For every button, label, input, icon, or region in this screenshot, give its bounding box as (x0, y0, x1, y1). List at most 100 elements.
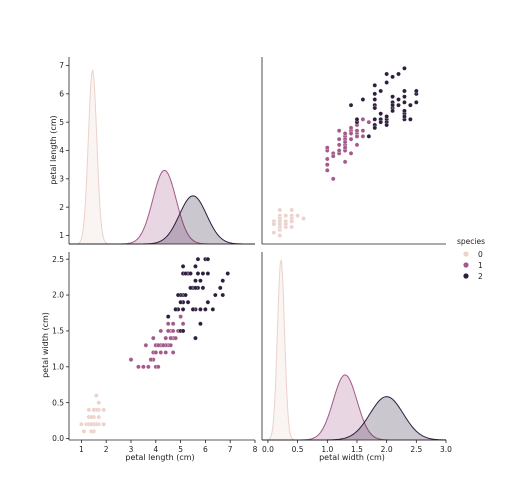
y-tick-label: 1 (59, 231, 64, 240)
legend-marker-0 (463, 251, 469, 257)
x-tick-label: 6 (203, 445, 208, 454)
scatter-point-species-0 (94, 393, 99, 398)
scatter-point-species-2 (414, 100, 419, 105)
kde-area-species-2 (69, 195, 255, 244)
scatter-point-species-2 (372, 117, 378, 122)
scatter-point-species-2 (213, 292, 218, 298)
kde-area-species-1 (262, 374, 446, 440)
scatter-point-species-2 (180, 307, 186, 312)
x-tick-label: 2.0 (381, 445, 393, 454)
scatter-point-species-1 (348, 131, 354, 136)
scatter-point-species-2 (200, 285, 206, 291)
kde-area-species-2 (262, 396, 446, 440)
scatter-point-species-0 (81, 429, 87, 434)
scatter-point-species-1 (325, 145, 330, 150)
scatter-point-species-1 (360, 128, 366, 133)
scatter-point-species-2 (384, 122, 389, 128)
scatter-point-species-2 (183, 271, 188, 276)
scatter-point-species-2 (402, 88, 407, 94)
scatter-point-species-1 (354, 142, 360, 148)
scatter-point-species-1 (325, 168, 330, 173)
legend-label-2: 2 (478, 272, 483, 281)
scatter-point-species-1 (156, 343, 161, 348)
scatter-point-species-0 (89, 421, 94, 427)
axis-labels: petal length (cm) petal width (cm) petal… (41, 115, 385, 462)
scatter-point-species-0 (271, 221, 277, 227)
scatter-point-species-2 (396, 97, 401, 102)
scatter-point-species-2 (402, 66, 407, 71)
scatter-point-species-2 (188, 285, 193, 291)
legend-title: species (457, 237, 485, 246)
y-tick-label: 3 (59, 174, 64, 183)
scatter-point-species-2 (372, 91, 378, 97)
scatter-point-species-1 (151, 335, 156, 341)
x-tick-label: 5 (178, 445, 183, 454)
scatter-point-species-2 (390, 94, 395, 99)
scatter-point-species-2 (402, 94, 407, 99)
scatter-point-species-1 (348, 136, 354, 142)
x-tick-label: 1.5 (351, 445, 363, 454)
scatter-point-species-1 (158, 350, 164, 355)
scatter-point-species-2 (218, 285, 223, 291)
scatter-point-species-2 (372, 83, 378, 88)
scatter-point-species-2 (220, 292, 226, 298)
scatter-point-species-1 (336, 142, 342, 148)
scatter-point-species-2 (185, 299, 191, 305)
scatter-point-species-1 (342, 145, 348, 150)
y-tick-label: 2.0 (52, 291, 64, 300)
scatter-point-species-2 (372, 105, 378, 111)
panel-kde-petal-width: 0.0 0.5 1.0 1.5 2.0 2.5 3.0 (261, 252, 452, 454)
x-tick-label: 0.5 (292, 445, 304, 454)
x-tick-label: 4 (153, 445, 158, 454)
scatter-point-species-0 (283, 213, 288, 218)
scatter-point-species-2 (188, 271, 193, 276)
legend-marker-2 (463, 273, 469, 279)
scatter-point-species-1 (163, 335, 168, 341)
scatter-point-species-2 (200, 271, 206, 276)
scatter-point-species-2 (205, 256, 211, 262)
scatter-point-species-1 (143, 343, 149, 348)
scatter-point-species-0 (277, 233, 283, 238)
scatter-point-species-1 (342, 159, 348, 165)
scatter-point-species-0 (89, 429, 94, 434)
scatter-point-species-2 (195, 271, 201, 276)
scatter-point-species-0 (101, 421, 106, 427)
scatter-point-species-0 (89, 414, 94, 420)
scatter-point-species-1 (165, 328, 171, 334)
scatter-point-species-0 (101, 407, 106, 413)
scatter-point-species-1 (156, 364, 161, 370)
scatter-point-species-2 (402, 108, 407, 114)
legend-label-0: 0 (478, 250, 483, 259)
scatter-point-species-1 (366, 119, 372, 125)
scatter-point-species-2 (198, 278, 203, 283)
y-tick-label: 5 (59, 118, 64, 127)
scatter-point-species-2 (180, 264, 186, 269)
scatter-point-species-1 (360, 117, 366, 122)
scatter-point-species-1 (178, 314, 183, 319)
scatter-point-species-2 (402, 114, 407, 119)
y-tick-label: 7 (59, 61, 64, 70)
y-tick-label: 1.5 (52, 327, 64, 336)
scatter-point-species-0 (289, 224, 294, 230)
scatter-point-species-2 (203, 307, 208, 312)
scatter-point-species-2 (378, 119, 383, 125)
scatter-point-species-1 (336, 136, 342, 142)
scatter-point-species-1 (170, 328, 176, 334)
scatter-point-species-2 (384, 71, 389, 77)
x-tick-label: 2 (104, 445, 109, 454)
kde-area-species-0 (69, 69, 255, 245)
kde-area-species-0 (262, 260, 446, 440)
panel-scatter-length-vs-width: 0.0 0.5 1.0 1.5 2.0 2.5 1 2 3 4 5 6 7 8 (52, 252, 258, 454)
panel-scatter-width-vs-length (261, 57, 446, 245)
scatter-point-species-2 (414, 88, 419, 94)
scatter-point-species-1 (330, 176, 336, 182)
row1-ylabel: petal width (cm) (41, 312, 50, 378)
x-tick-label: 7 (228, 445, 233, 454)
scatter-point-species-0 (79, 421, 84, 427)
scatter-point-species-1 (325, 156, 330, 162)
scatter-point-species-1 (170, 350, 176, 355)
y-tick-label: 0.0 (52, 434, 64, 443)
scatter-point-species-2 (220, 278, 226, 283)
scatter-point-species-2 (193, 285, 198, 291)
